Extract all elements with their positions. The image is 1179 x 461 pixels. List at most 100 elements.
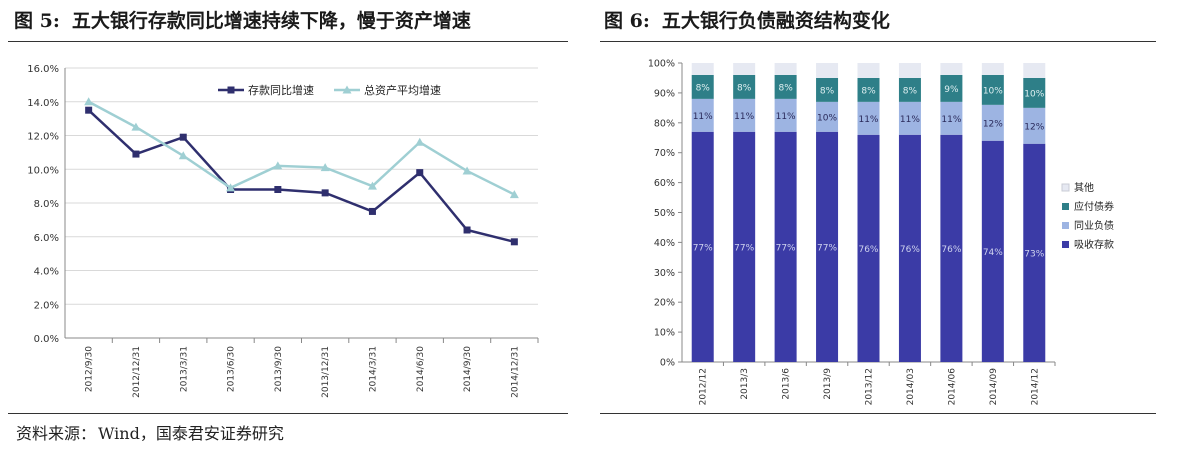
right-figure-number: 图 6: — [604, 10, 650, 32]
y-tick-label: 90% — [654, 88, 675, 99]
y-tick-label: 16.0% — [27, 64, 59, 75]
bar-data-label: 77% — [817, 243, 837, 253]
bar-data-label: 12% — [1024, 122, 1044, 132]
bar-segment — [691, 98, 714, 132]
bar-segment — [1023, 107, 1046, 144]
bar-segment — [981, 104, 1004, 141]
data-point — [320, 163, 330, 172]
bar-segment — [816, 77, 839, 102]
x-tick-label: 2013/9 — [823, 368, 833, 400]
legend-label: 其他 — [1074, 181, 1094, 194]
bar-segment — [816, 101, 839, 132]
y-tick-label: 0% — [660, 358, 675, 369]
y-tick-label: 14.0% — [27, 98, 59, 109]
y-tick-label: 10% — [654, 328, 675, 339]
legend-label: 同业负债 — [1074, 219, 1114, 232]
data-point — [132, 150, 140, 158]
bar-segment — [1023, 143, 1046, 362]
data-point — [226, 183, 236, 192]
bar-data-label: 74% — [983, 248, 1003, 258]
bar-data-label: 8% — [696, 83, 711, 93]
bar-data-label: 12% — [983, 119, 1003, 129]
bar-data-label: 8% — [903, 86, 918, 96]
bar-segment — [691, 131, 714, 362]
y-tick-label: 8.0% — [34, 199, 59, 210]
data-point — [510, 238, 518, 246]
bar-segment — [774, 98, 797, 132]
x-tick-label: 2014/06 — [947, 368, 957, 406]
bar-segment — [898, 77, 921, 102]
y-tick-label: 100% — [648, 59, 675, 70]
legend-label: 总资产平均增速 — [364, 83, 441, 97]
legend-label: 应付债券 — [1074, 200, 1114, 213]
bar-segment — [774, 74, 797, 99]
right-bottom-rule — [600, 413, 1156, 414]
bar-data-label: 77% — [693, 243, 713, 253]
bar-segment — [774, 131, 797, 362]
data-point — [274, 186, 282, 193]
liability-structure-stacked-bar-chart: 0% 10% 20% 30% 40% 50% 60% 70% 80% 90% 100% 2012/12… — [648, 59, 1114, 406]
x-tick-label: 2012/12 — [699, 368, 709, 405]
data-point — [416, 169, 424, 177]
y-tick-label: 80% — [654, 118, 675, 129]
legend-swatch — [1061, 183, 1070, 192]
series-line — [87, 109, 515, 244]
bar-segment — [816, 131, 839, 362]
bar-segment — [940, 74, 963, 102]
x-tick-label: 2013/6/30 — [227, 346, 237, 392]
left-figure-title: 图 5: 五大银行存款同比增速持续下降，慢于资产增速 — [14, 6, 471, 33]
y-tick-label: 2.0% — [34, 300, 59, 311]
bar-segment — [898, 63, 921, 78]
data-point — [85, 106, 93, 114]
y-tick-label: 4.0% — [34, 267, 59, 278]
x-tick-label: 2014/12 — [1030, 368, 1040, 405]
bar-segment — [981, 74, 1004, 105]
bar-segment — [691, 74, 714, 99]
data-point — [509, 190, 519, 199]
x-tick-label: 2013/6 — [782, 368, 792, 400]
legend-swatch — [1062, 222, 1069, 229]
data-point — [179, 133, 187, 141]
x-tick-label: 2014/03 — [906, 368, 916, 405]
bar-segment — [940, 63, 963, 75]
x-tick-label: 2013/12/31 — [321, 346, 331, 398]
left-bottom-rule — [8, 413, 568, 414]
bar-data-label: 77% — [776, 243, 796, 253]
bar-data-label: 8% — [820, 86, 835, 96]
y-tick-label: 12.0% — [27, 132, 59, 143]
x-tick-label: 2013/3/31 — [179, 346, 189, 392]
bar-data-label: 8% — [737, 83, 752, 93]
legend-label: 吸收存款 — [1074, 238, 1114, 251]
data-point — [368, 207, 376, 215]
bar-segment — [940, 134, 963, 362]
bar-data-label: 10% — [817, 113, 837, 123]
legend-swatch — [1062, 241, 1069, 248]
x-tick-label: 2014/12/31 — [510, 346, 520, 398]
legend-marker — [342, 85, 352, 94]
left-figure-number: 图 5: — [14, 10, 60, 32]
bar-segment — [981, 140, 1004, 362]
bar-data-label: 73% — [1024, 249, 1044, 259]
right-figure-title-text: 五大银行负债融资结构变化 — [661, 10, 890, 32]
bar-data-label: 11% — [776, 112, 796, 122]
x-tick-label: 2014/3/31 — [368, 346, 378, 392]
y-tick-label: 50% — [654, 208, 675, 219]
bar-data-label: 8% — [778, 83, 793, 93]
right-title-rule — [600, 41, 1156, 42]
legend-marker — [227, 86, 235, 94]
bar-segment — [733, 131, 756, 362]
y-tick-label: 6.0% — [34, 233, 59, 244]
y-tick-label: 30% — [654, 268, 675, 279]
bar-segment — [857, 134, 880, 362]
data-point — [367, 181, 377, 190]
x-tick-label: 2013/3 — [740, 368, 750, 400]
series-line — [88, 100, 515, 196]
x-tick-label: 2014/9/30 — [463, 346, 473, 392]
bar-data-label: 76% — [900, 245, 920, 255]
bar-data-label: 9% — [944, 85, 959, 95]
bar-segment — [857, 101, 880, 135]
data-point — [273, 161, 283, 170]
bar-segment — [857, 77, 880, 102]
y-tick-label: 70% — [654, 148, 675, 159]
left-figure-title-text: 五大银行存款同比增速持续下降，慢于资产增速 — [71, 10, 471, 32]
